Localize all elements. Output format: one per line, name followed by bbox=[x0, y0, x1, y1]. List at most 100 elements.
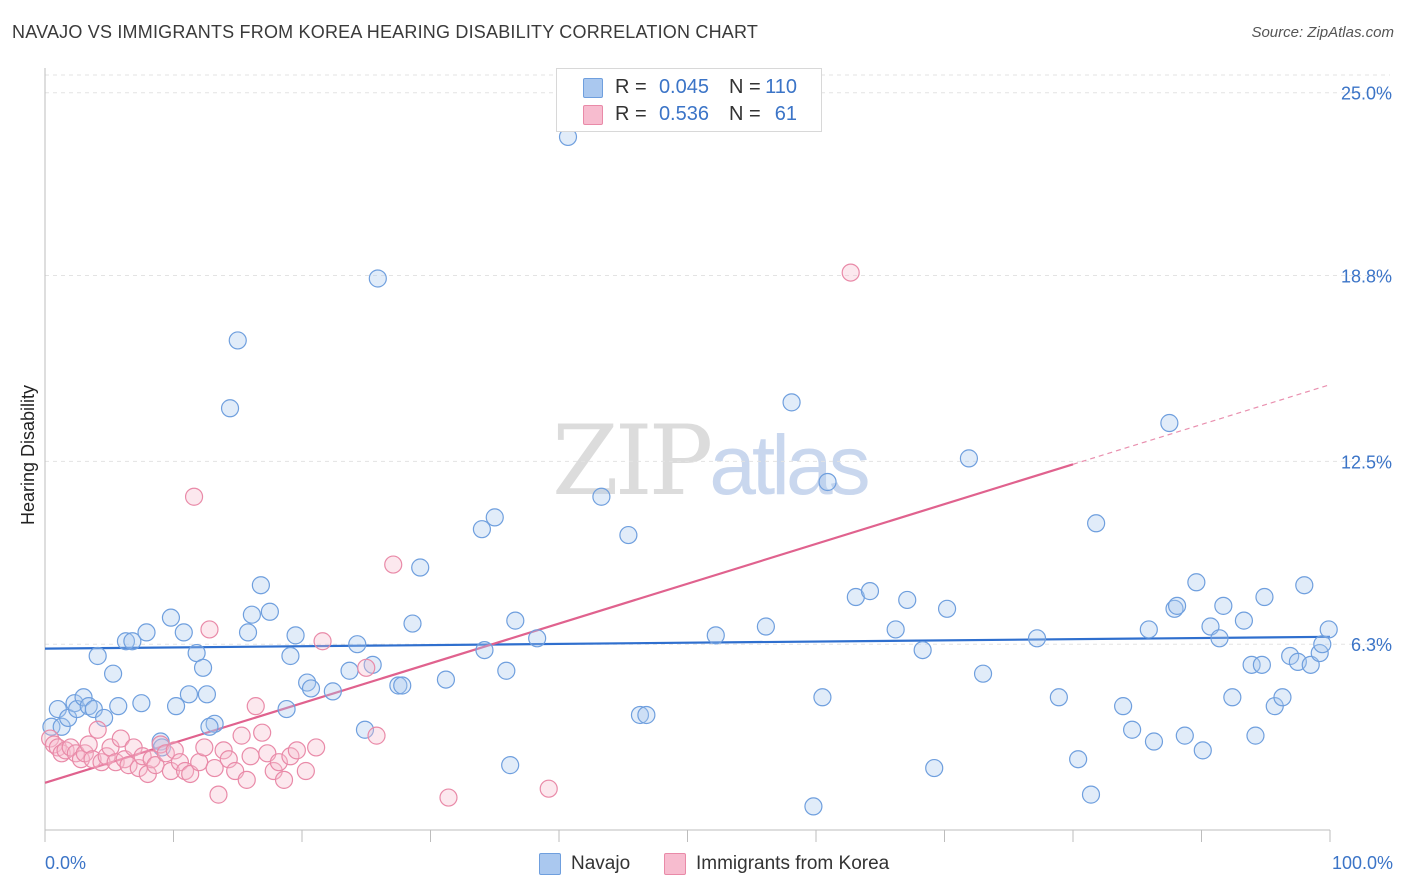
navajo-point bbox=[497, 661, 516, 680]
korea-point bbox=[214, 741, 233, 760]
korea-point bbox=[253, 723, 272, 742]
navajo-point bbox=[501, 756, 520, 775]
navajo-point bbox=[277, 699, 296, 719]
navajo-point bbox=[88, 646, 107, 666]
navajo-point bbox=[898, 590, 917, 610]
korea-point bbox=[184, 487, 204, 506]
navajo-point bbox=[411, 558, 430, 577]
navajo-point bbox=[913, 640, 932, 660]
navajo-point bbox=[1049, 688, 1068, 707]
navajo-trend-line bbox=[44, 635, 1331, 650]
navajo-point bbox=[637, 705, 656, 725]
legend-swatch-korea bbox=[583, 105, 603, 125]
navajo-point bbox=[528, 629, 547, 648]
navajo-point bbox=[123, 632, 142, 651]
navajo-point bbox=[242, 605, 261, 624]
korea-point bbox=[287, 741, 306, 760]
legend-r-label: R = bbox=[615, 103, 647, 125]
gridlines bbox=[45, 74, 1390, 645]
legend-n-label: N = bbox=[729, 103, 761, 125]
y-tick-label: 12.5% bbox=[1341, 452, 1392, 472]
korea-point bbox=[357, 658, 376, 677]
navajo-point bbox=[95, 708, 114, 728]
korea-point bbox=[209, 785, 228, 804]
navajo-point bbox=[630, 705, 650, 725]
korea-point bbox=[195, 738, 214, 757]
navajo-point bbox=[1175, 726, 1194, 745]
navajo-point bbox=[1234, 611, 1254, 630]
navajo-point bbox=[281, 646, 300, 666]
navajo-point bbox=[1165, 599, 1184, 618]
navajo-point bbox=[619, 525, 638, 545]
navajo-point bbox=[197, 685, 217, 704]
korea-point bbox=[219, 750, 238, 769]
navajo-point bbox=[79, 697, 98, 716]
korea-point bbox=[296, 761, 315, 781]
navajo-point bbox=[286, 626, 305, 645]
navajo-point bbox=[506, 611, 525, 630]
navajo-point bbox=[1087, 514, 1106, 533]
navajo-point bbox=[193, 658, 213, 677]
korea-point bbox=[841, 263, 860, 282]
navajo-point bbox=[813, 688, 832, 707]
korea-point bbox=[439, 788, 458, 807]
tick-labels: 6.3% 12.5% 18.8% 25.0% 0.0% 100.0% Hearing Dis… bbox=[18, 84, 1393, 873]
y-tick-label: 18.8% bbox=[1341, 267, 1392, 287]
navajo-point bbox=[1295, 576, 1314, 595]
navajo-point bbox=[959, 449, 979, 468]
navajo-point bbox=[228, 331, 247, 350]
navajo-point bbox=[1210, 629, 1229, 648]
navajo-point bbox=[368, 269, 387, 288]
navajo-point bbox=[220, 399, 240, 418]
legend-n-value: 110 bbox=[765, 76, 797, 98]
navajo-point bbox=[472, 520, 491, 539]
navajo-point bbox=[1319, 620, 1338, 639]
data-points bbox=[41, 127, 1338, 816]
navajo-point bbox=[260, 602, 279, 621]
navajo-point bbox=[1069, 750, 1088, 769]
y-tick-label: 25.0% bbox=[1341, 84, 1392, 104]
navajo-point bbox=[389, 676, 408, 695]
navajo-point bbox=[485, 508, 504, 527]
navajo-point bbox=[804, 797, 823, 816]
korea-point bbox=[97, 747, 116, 766]
navajo-point bbox=[756, 617, 775, 636]
navajo-point bbox=[174, 623, 193, 642]
korea-point bbox=[111, 729, 130, 748]
korea-trend-line bbox=[44, 463, 1074, 784]
navajo-point bbox=[973, 664, 993, 683]
navajo-point bbox=[403, 614, 422, 633]
navajo-point bbox=[251, 576, 270, 595]
legend-swatch-navajo bbox=[539, 853, 561, 875]
legend-r-label: R = bbox=[615, 76, 647, 98]
korea-point bbox=[269, 753, 288, 772]
navajo-point bbox=[592, 487, 611, 506]
legend-swatch-korea bbox=[664, 853, 686, 875]
korea-point bbox=[539, 779, 558, 798]
y-tick-label: 6.3% bbox=[1351, 635, 1392, 655]
navajo-point bbox=[137, 623, 156, 642]
navajo-point bbox=[1139, 620, 1158, 639]
navajo-point bbox=[1193, 741, 1212, 760]
navajo-point bbox=[937, 599, 957, 618]
navajo-point bbox=[166, 697, 186, 716]
navajo-point bbox=[205, 714, 224, 733]
navajo-point bbox=[1187, 573, 1206, 592]
series-legend: Navajo Immigrants from Korea bbox=[0, 851, 1406, 877]
navajo-point bbox=[925, 758, 944, 778]
navajo-point bbox=[238, 623, 258, 642]
legend-row-navajo: R = 0.045 N = 110 bbox=[557, 73, 821, 101]
navajo-point bbox=[782, 393, 801, 412]
navajo-point bbox=[1273, 688, 1292, 707]
korea-point bbox=[232, 726, 251, 745]
korea-point bbox=[175, 761, 195, 781]
korea-point bbox=[384, 555, 403, 574]
navajo-point bbox=[323, 682, 342, 701]
navajo-point bbox=[1123, 720, 1142, 739]
navajo-point bbox=[74, 688, 93, 707]
navajo-point bbox=[116, 632, 136, 651]
korea-point bbox=[246, 697, 265, 716]
legend-r-value: 0.045 bbox=[658, 76, 709, 98]
navajo-point bbox=[1255, 587, 1274, 607]
y-axis-label: Hearing Disability bbox=[18, 385, 38, 525]
